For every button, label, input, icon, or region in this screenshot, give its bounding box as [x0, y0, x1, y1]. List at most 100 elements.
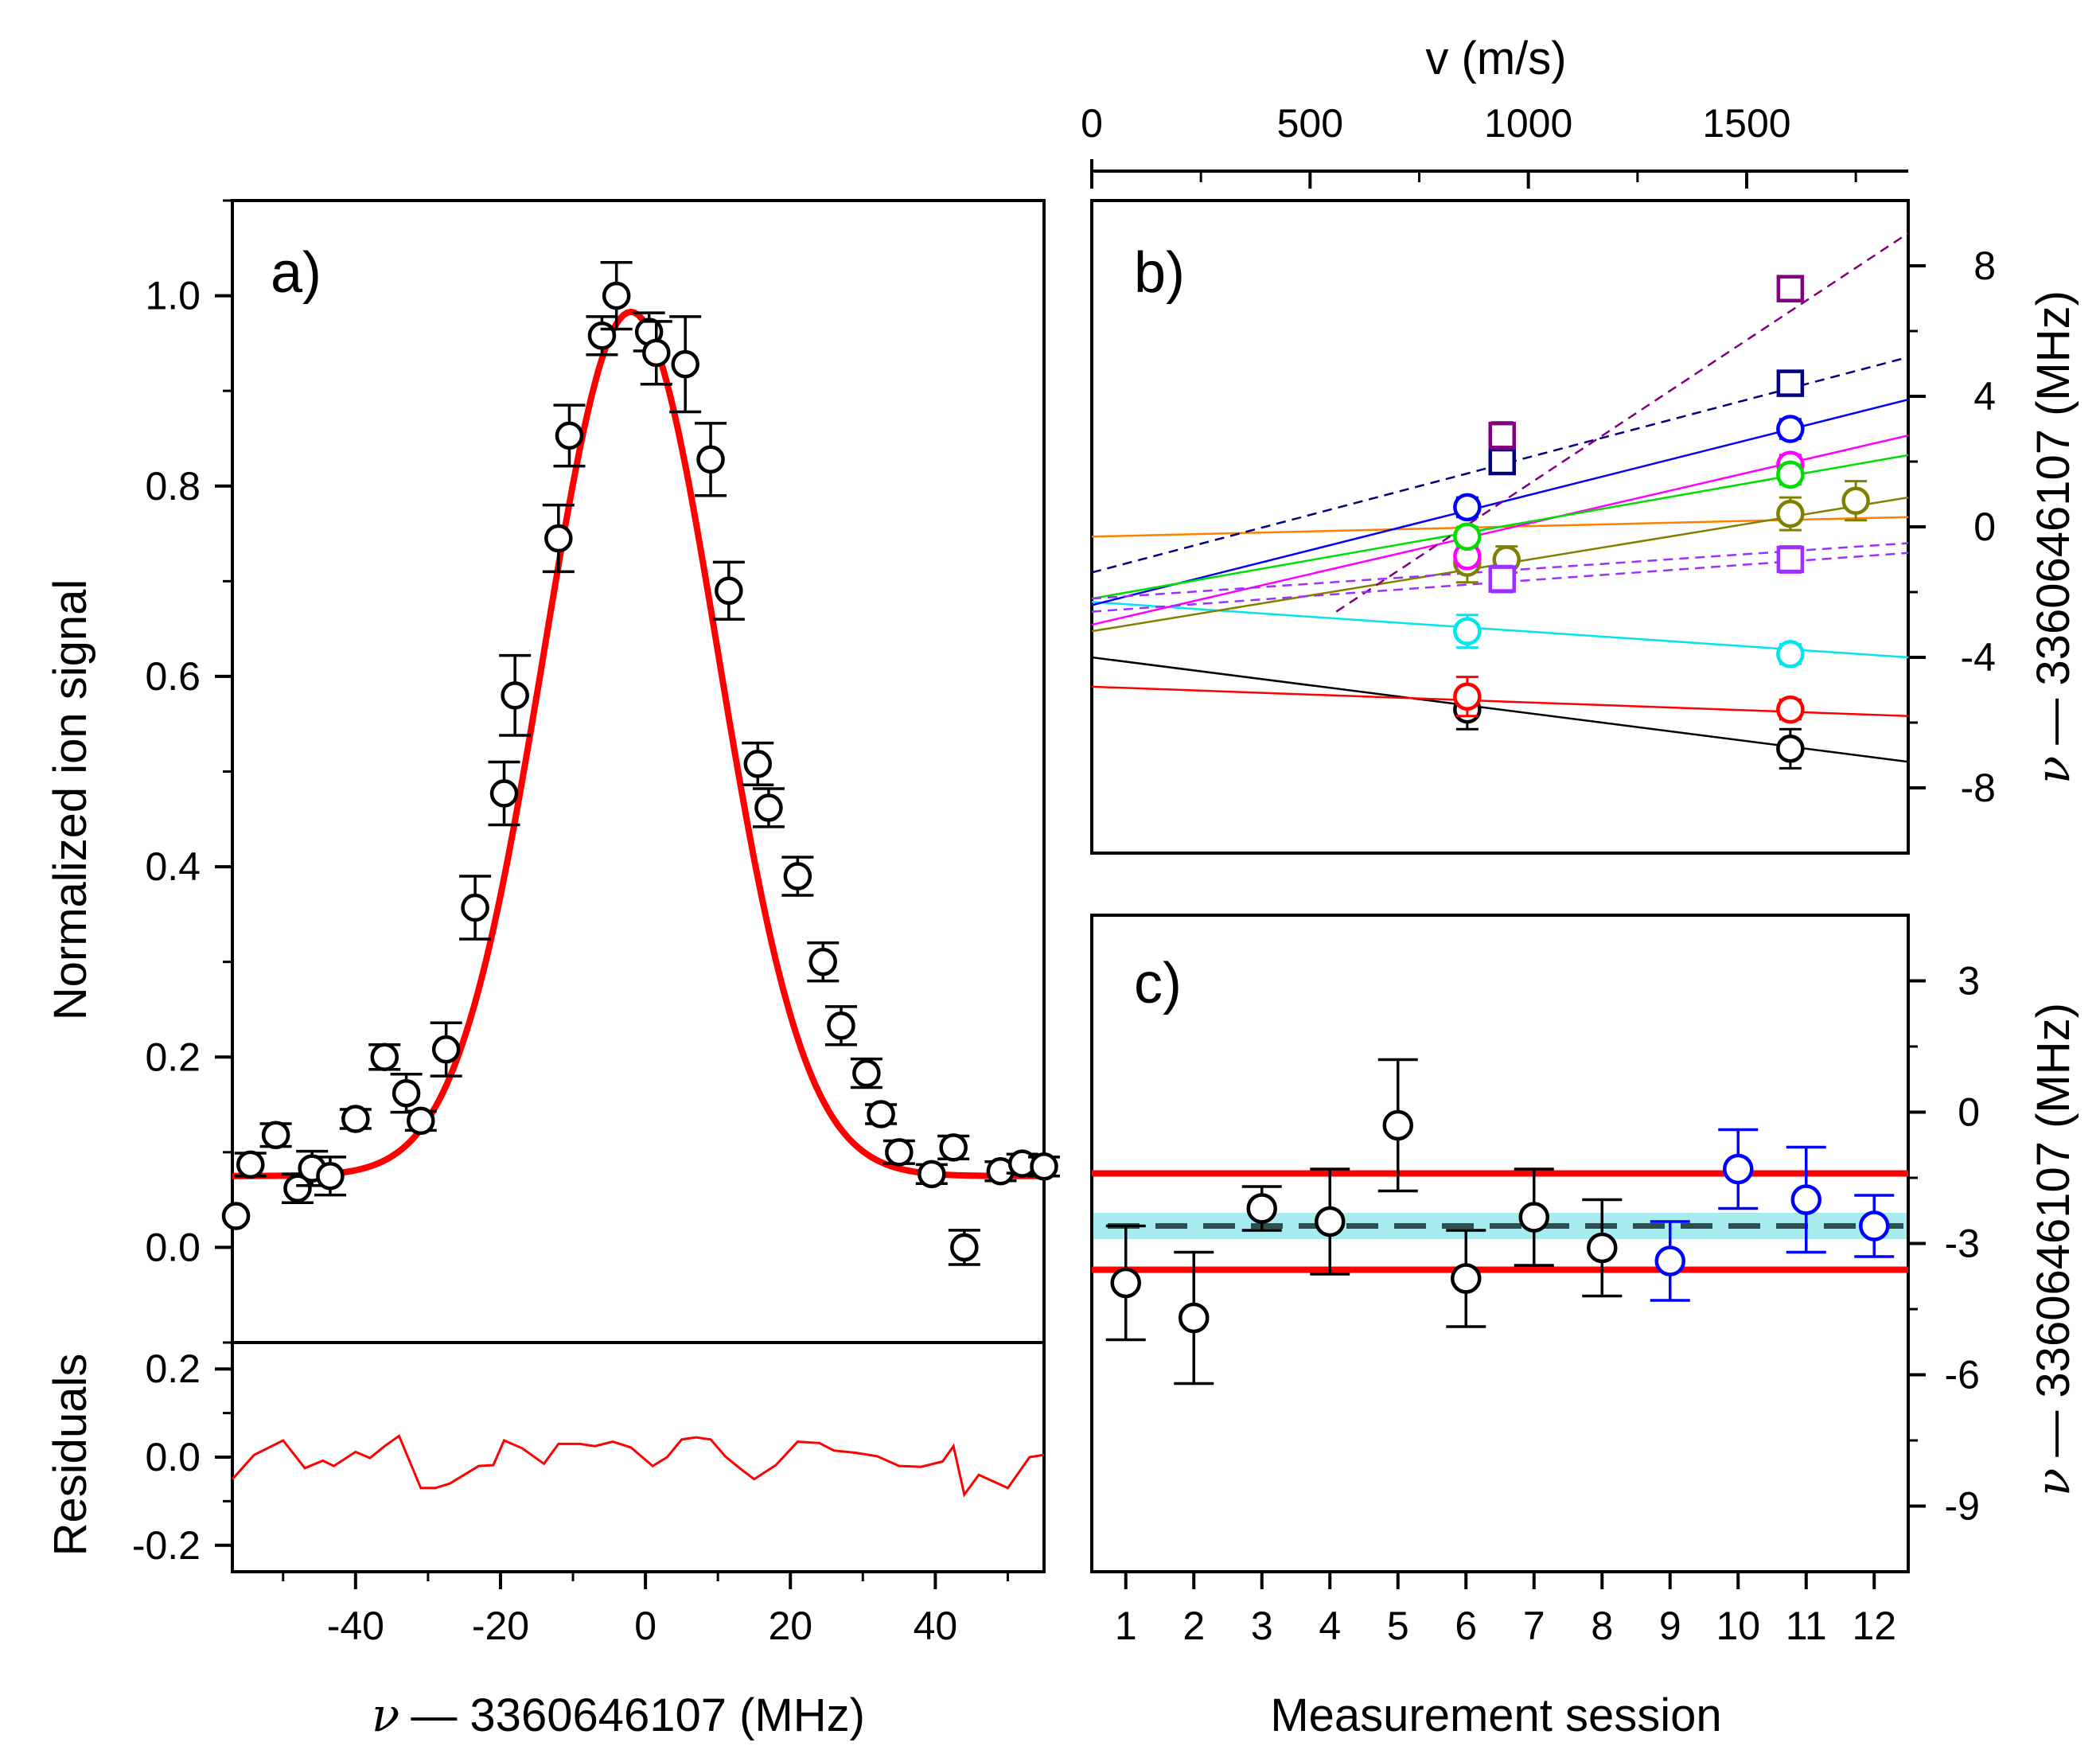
session-point	[1790, 1184, 1821, 1215]
data-point-a	[1030, 1152, 1058, 1181]
data-point-a	[808, 947, 837, 976]
x-axis-title-a-symbol: ν	[372, 1688, 399, 1742]
data-point-a	[370, 1043, 399, 1071]
panel-a-residuals: -0.2 0.0 0.2 -40 -20 0 20 40	[132, 1341, 1046, 1648]
data-point-a	[341, 1105, 370, 1133]
x-tick-label-c: 8	[1591, 1604, 1613, 1648]
x-tick-label-c: 9	[1659, 1604, 1681, 1648]
data-point-a	[392, 1078, 421, 1108]
session-point	[1859, 1210, 1890, 1241]
data-point-a	[642, 338, 671, 368]
y-axis-title-c-right: ν — 3360646107 (MHz)	[2026, 1003, 2080, 1496]
y-tick-label-b: 4	[1973, 374, 1996, 419]
session-point	[1110, 1267, 1141, 1299]
square-point-sq-violet	[1488, 565, 1516, 593]
circle-point-green	[1453, 522, 1482, 552]
y-tick-label-c: -3	[1945, 1222, 1980, 1266]
x-tick-label-c: 1	[1115, 1604, 1137, 1648]
y-tick-label-b: -4	[1961, 635, 1996, 680]
y-axis-title-b-symbol: ν	[2026, 756, 2080, 784]
x-tick-label-b-top: 500	[1277, 101, 1343, 146]
x-tick-label-c: 10	[1716, 1604, 1760, 1648]
data-point-a	[743, 750, 773, 778]
square-point-sq-purple	[1488, 421, 1516, 450]
x-tick-label-c: 5	[1387, 1604, 1409, 1648]
y-tick-label-b: 8	[1973, 244, 1996, 288]
fit-line-sq-violet	[1092, 542, 1908, 600]
x-tick-label-a: -40	[327, 1604, 384, 1648]
square-point-sq-navy	[1776, 369, 1805, 397]
fit-curve-a	[232, 308, 1044, 1179]
fit-line-green	[1092, 454, 1908, 600]
square-point-sq-navy	[1488, 447, 1516, 476]
session-point	[1723, 1153, 1754, 1185]
x-axis-title-a-rest: — 3360646107 (MHz)	[411, 1690, 865, 1741]
x-tick-label-c: 6	[1455, 1604, 1477, 1648]
x-axis-title-b-top: v (m/s)	[1425, 33, 1566, 84]
data-point-a	[827, 1011, 855, 1040]
data-point-a	[489, 779, 519, 808]
x-tick-label-c: 3	[1251, 1604, 1273, 1648]
data-point-a	[602, 281, 631, 310]
data-point-a	[221, 1202, 251, 1230]
circle-point-red	[1776, 695, 1805, 724]
data-point-a	[867, 1100, 895, 1128]
y-tick-label-b: -8	[1961, 766, 1996, 810]
y-tick-label-a: 0.8	[145, 464, 201, 509]
data-point-a	[950, 1233, 979, 1262]
data-point-a	[754, 793, 783, 822]
x-tick-label-b-top: 1500	[1702, 101, 1790, 146]
x-tick-label-c: 2	[1182, 1604, 1205, 1648]
data-point-a	[283, 1174, 312, 1203]
y-tick-label-residuals: 0.2	[145, 1347, 201, 1391]
y-tick-label-c: -9	[1945, 1484, 1980, 1529]
data-point-a	[236, 1150, 265, 1179]
panel-b-label: b)	[1134, 241, 1185, 305]
circle-point-cyan	[1453, 617, 1482, 645]
session-point	[1518, 1202, 1549, 1233]
y-tick-label-a: 0.4	[145, 844, 201, 889]
y-tick-label-residuals: -0.2	[132, 1523, 201, 1568]
circle-point-black	[1776, 735, 1805, 763]
session-point	[1179, 1302, 1210, 1334]
session-point	[1382, 1109, 1413, 1141]
y-tick-label-c: 3	[1958, 959, 1980, 1004]
panel-a-label: a)	[271, 241, 321, 305]
session-point	[1654, 1245, 1685, 1276]
y-tick-label-a: 0.0	[145, 1225, 201, 1269]
data-point-a	[852, 1058, 881, 1088]
x-axis-title-c: Measurement session	[1270, 1690, 1721, 1741]
fit-line-sq-purple	[1335, 232, 1908, 613]
x-tick-label-a: 40	[914, 1604, 958, 1648]
circle-point-red	[1453, 682, 1482, 711]
data-point-a	[555, 421, 584, 450]
fit-line-cyan	[1092, 601, 1908, 659]
y-axis-title-residuals: Residuals	[45, 1354, 96, 1557]
fit-line-magenta	[1092, 434, 1908, 626]
panel-c-label: c)	[1134, 952, 1182, 1015]
residuals-line	[231, 1434, 1045, 1498]
x-tick-label-c: 12	[1852, 1604, 1896, 1648]
y-tick-label-a: 0.2	[145, 1035, 201, 1079]
square-point-sq-violet	[1776, 545, 1805, 574]
x-tick-label-c: 11	[1786, 1604, 1827, 1648]
data-point-a	[671, 349, 699, 379]
data-point-a	[407, 1106, 435, 1136]
y-axis-title-c-symbol: ν	[2026, 1468, 2080, 1496]
x-tick-label-b-top: 0	[1081, 101, 1103, 146]
data-point-a	[501, 681, 529, 710]
circle-point-blue	[1776, 415, 1805, 443]
x-tick-label-b-top: 1000	[1484, 101, 1572, 146]
y-tick-label-a: 1.0	[145, 274, 201, 318]
data-point-a	[316, 1161, 345, 1191]
y-axis-title-c-rest: — 3360646107 (MHz)	[2028, 1003, 2079, 1457]
y-axis-title-a: Normalized ion signal	[45, 579, 96, 1020]
plot-frame-residuals	[231, 1341, 1046, 1573]
data-point-a	[261, 1121, 290, 1150]
panel-a: 0.0 0.2 0.4 0.6 0.8 1.0	[145, 199, 1060, 1344]
circle-point-green	[1776, 460, 1805, 489]
square-point-sq-purple	[1776, 275, 1805, 302]
x-tick-label-a: 0	[634, 1604, 656, 1648]
session-point	[1315, 1206, 1346, 1237]
